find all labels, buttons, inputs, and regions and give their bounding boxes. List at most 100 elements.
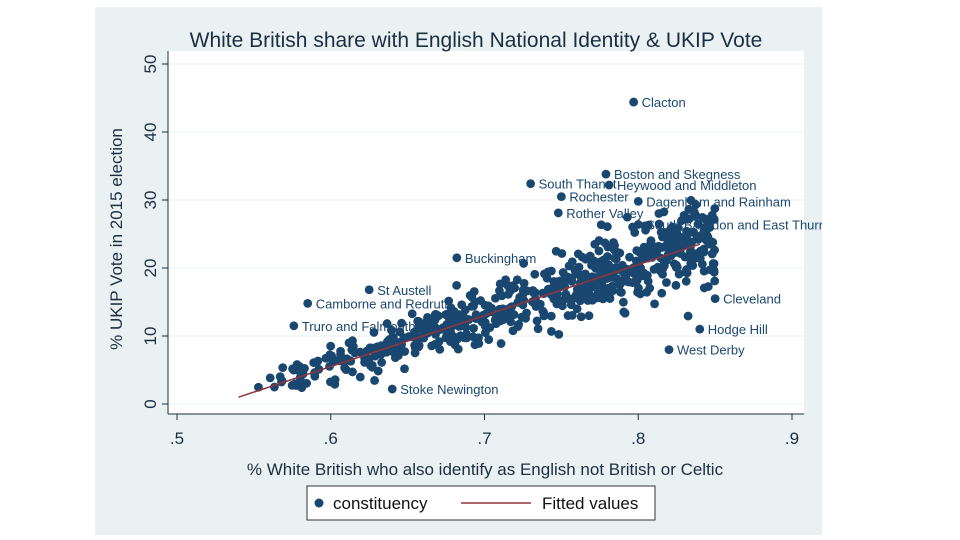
data-point [662, 278, 671, 287]
data-point-labeled-4 [556, 192, 566, 202]
data-point [400, 364, 409, 374]
data-point [642, 287, 652, 297]
data-point [710, 204, 720, 213]
data-point [585, 251, 595, 261]
point-label-0: Clacton [642, 95, 686, 110]
data-point [709, 214, 719, 224]
x-tick-label-4: .9 [785, 429, 799, 448]
data-point [414, 317, 424, 326]
legend-label-fitted: Fitted values [542, 494, 638, 513]
data-point [625, 252, 634, 262]
data-point [567, 257, 577, 267]
data-point [619, 307, 629, 317]
data-point [293, 365, 303, 375]
data-point [407, 309, 417, 319]
data-point [593, 289, 603, 299]
data-point [658, 269, 667, 279]
point-label-13: Hodge Hill [708, 322, 768, 337]
data-point [658, 242, 668, 252]
data-point [370, 376, 379, 385]
point-label-7: South Basildon and East Thurrock [646, 217, 822, 232]
data-point [630, 276, 640, 286]
data-point [624, 277, 634, 287]
data-point [648, 247, 658, 257]
data-point [372, 342, 382, 352]
data-point [594, 246, 604, 256]
point-label-2: South Thanet [539, 177, 617, 192]
data-point [382, 319, 392, 328]
data-point [444, 296, 454, 306]
axes: 0 10 20 30 40 50 .5 .6 .7 .8 .9 [141, 51, 804, 448]
data-point [546, 311, 556, 321]
data-point [469, 323, 478, 333]
data-point [496, 339, 506, 348]
point-label-12: Stoke Newington [400, 382, 498, 397]
data-point [453, 344, 463, 354]
data-point [671, 280, 681, 290]
point-label-15: Cleveland [723, 292, 781, 307]
data-point [469, 301, 478, 311]
data-point [545, 285, 555, 294]
data-point [491, 319, 501, 329]
data-point [588, 295, 597, 305]
data-point-labeled-6 [633, 196, 643, 206]
data-point [567, 294, 576, 304]
data-point [559, 295, 569, 304]
data-point [480, 317, 490, 327]
data-point [697, 259, 707, 269]
data-point [448, 332, 458, 341]
data-point [707, 249, 717, 259]
data-point [630, 269, 639, 279]
data-point-labeled-14 [664, 345, 674, 354]
chart-panel: Clacton Boston and Skegness South Thanet He… [95, 7, 822, 535]
data-point [468, 332, 478, 342]
data-point [632, 246, 642, 256]
legend: constituency Fitted values [306, 485, 656, 521]
data-point [300, 364, 309, 373]
data-point [399, 333, 409, 343]
data-point [487, 303, 496, 313]
data-point [554, 329, 564, 339]
point-label-9: St Austell [377, 283, 431, 298]
data-point [518, 289, 528, 299]
data-point-labeled-15 [710, 294, 720, 303]
data-point [509, 310, 519, 319]
data-point-labeled-2 [526, 179, 536, 189]
data-point [590, 239, 600, 249]
data-point [671, 260, 681, 270]
data-point-labeled-0 [629, 97, 639, 107]
data-point [434, 337, 444, 346]
data-point [337, 354, 347, 364]
data-point [669, 233, 679, 243]
data-point-labeled-11 [289, 321, 299, 331]
data-point [469, 287, 479, 296]
data-point [441, 333, 451, 343]
x-tick-label-3: .8 [631, 429, 645, 448]
data-point [360, 357, 369, 367]
data-point [377, 358, 387, 367]
data-point [593, 261, 603, 271]
data-point [388, 332, 397, 342]
data-point [608, 286, 618, 296]
point-label-10: Camborne and Redruth [316, 296, 452, 311]
data-point [297, 383, 307, 393]
data-point [641, 225, 650, 235]
data-point-labeled-3 [604, 180, 614, 190]
data-point [690, 211, 700, 221]
data-point-labeled-8 [452, 253, 462, 263]
fitted-values-line [238, 243, 700, 398]
data-point [326, 341, 336, 351]
data-point [506, 286, 516, 295]
data-point [397, 318, 406, 328]
data-point [615, 277, 624, 287]
data-point [491, 293, 500, 303]
data-point [431, 310, 441, 319]
data-point [278, 363, 288, 373]
data-point [654, 209, 664, 218]
data-point [636, 263, 645, 273]
data-point-labeled-5 [553, 208, 563, 218]
data-point [549, 277, 559, 286]
data-point [705, 239, 715, 249]
